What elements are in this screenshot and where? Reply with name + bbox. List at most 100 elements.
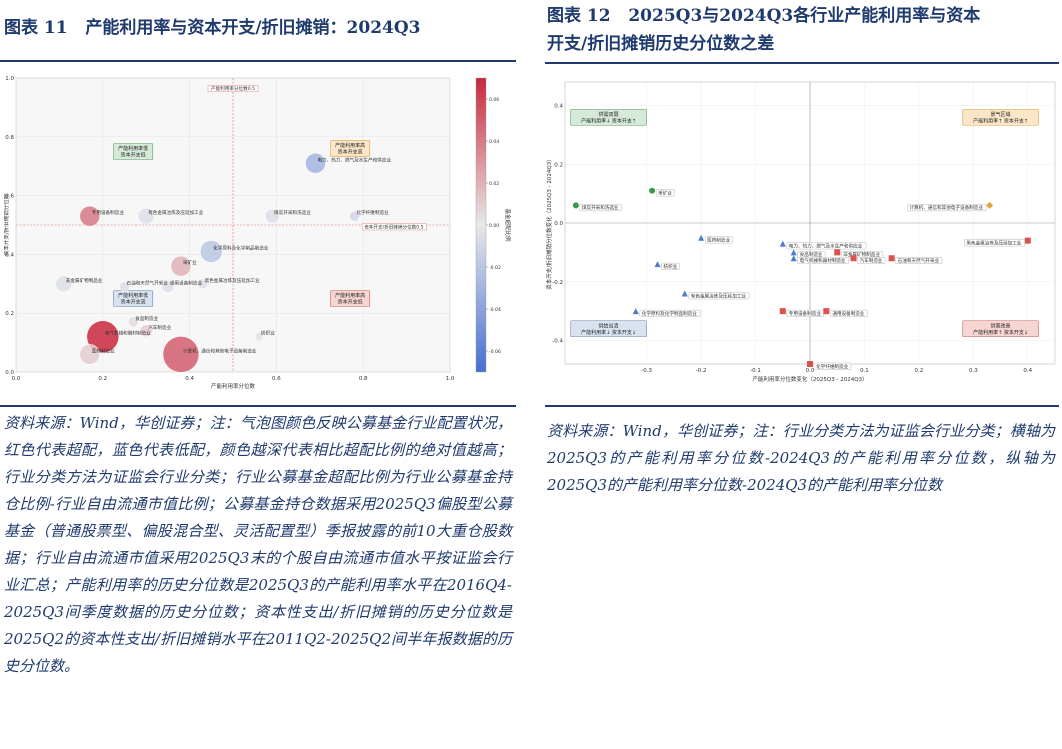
- left-bubble: [127, 316, 139, 328]
- right-y-axis-label: 资本开支/折旧摊销分位数变化（2025Q3 - 2024Q3）: [545, 156, 553, 290]
- left-bubble: [197, 278, 208, 290]
- left-bubble-label: 化学原料及化学制品制造业: [213, 244, 269, 251]
- right-quadrant-label: 供给出清: [599, 322, 619, 329]
- right-point-label-box: [704, 236, 733, 244]
- right-point: [986, 201, 994, 209]
- right-point: [698, 234, 705, 241]
- left-quadrant-label: 产能利用率高: [335, 142, 365, 149]
- left-bubble: [170, 255, 192, 277]
- right-title-rule: [545, 62, 1059, 64]
- left-quadrant-label: 产能利用率低: [118, 292, 148, 299]
- right-quadrant-box: [962, 320, 1039, 338]
- right-point-label: 通用设备制造业: [832, 310, 865, 317]
- left-bubble-label: 通用设备制造业: [170, 280, 203, 287]
- right-point-label-box: [688, 292, 750, 300]
- right-x-tick-label: 0.2: [915, 368, 924, 374]
- right-quadrant-label: 产能利用率↓ 资本开支↓: [581, 329, 636, 336]
- right-point: [632, 308, 639, 315]
- left-bubble: [55, 275, 72, 293]
- right-quadrant-label: 产能利用率↑ 资本开支↑: [973, 117, 1028, 124]
- left-quadrant-label: 产能利用率高: [335, 292, 365, 299]
- right-point-label-box: [907, 204, 987, 212]
- right-point: [1024, 237, 1031, 244]
- left-bubble: [161, 280, 175, 293]
- right-point-label: 采矿业: [658, 189, 672, 196]
- right-x-tick-label: -0.1: [750, 368, 761, 374]
- right-x-axis-label: 产能利用率分位数变化（2025Q3 - 2024Q3）: [752, 375, 867, 383]
- left-x-axis-label: 产能利用率分位数: [211, 382, 256, 390]
- left-colorbar-tick-label: -0.02: [489, 265, 501, 271]
- left-quadrant-box: [330, 290, 371, 307]
- right-point-label: 专用设备制造业: [789, 310, 822, 317]
- right-point-label: 石油和天然气开采业: [898, 257, 940, 264]
- left-y-tick-label: 0.4: [5, 252, 14, 258]
- left-y-tick-label: 0.2: [5, 311, 14, 317]
- left-bubble: [254, 332, 264, 341]
- right-point-label: 计算机、通信和其他电子设备制造业: [909, 204, 983, 211]
- left-ref-y-label: 资本开支/折旧摊销分位数0.5: [364, 223, 423, 230]
- left-footnote: 资料来源：Wind，华创证券；注：气泡图颜色反映公募基金行业配置状况，红色代表超…: [4, 414, 512, 675]
- right-point-label: 纺织业: [664, 263, 678, 270]
- right-point-label: 黑色金属冶炼及压延加工业: [966, 239, 1022, 246]
- left-bubble: [79, 344, 101, 365]
- left-x-tick-label: 0.8: [359, 376, 368, 382]
- left-bubble-label: 纺织业: [261, 330, 275, 337]
- right-point: [572, 202, 579, 209]
- right-point-label: 非金属矿物制品业: [843, 251, 880, 258]
- left-title-rule: [0, 60, 516, 62]
- left-x-tick-label: 0.4: [185, 376, 194, 382]
- right-title-prefix: 图表 12: [547, 6, 611, 26]
- right-point-label-box: [786, 242, 867, 250]
- left-ref-x-label-box: [207, 85, 259, 92]
- right-x-tick-label: 0.3: [969, 368, 978, 374]
- right-point: [654, 261, 661, 268]
- right-quadrant-label: 供需双弱: [599, 111, 619, 118]
- right-x-tick-label: 0.0: [806, 368, 815, 374]
- left-colorbar-tick-label: -0.06: [489, 349, 501, 355]
- left-colorbar-tick-label: -0.04: [489, 307, 501, 313]
- left-bubble-label: 非金属矿物制品业: [66, 277, 103, 284]
- left-bubble-label: 黑色金属冶炼及压延加工业: [205, 277, 261, 284]
- left-y-tick-label: 1.0: [5, 76, 14, 82]
- right-point-label-box: [661, 262, 680, 270]
- left-title-prefix: 图表 11: [4, 18, 68, 38]
- right-chart-title-line1: 图表 12 2025Q3与2024Q3各行业产能利用率与资本: [547, 2, 980, 30]
- right-x-tick-label: -0.3: [641, 368, 652, 374]
- left-colorbar-tick-label: 0.02: [489, 181, 499, 187]
- left-bubble-label: 电气机械和器材制造业: [105, 330, 151, 337]
- right-y-tick-label: 0.0: [554, 221, 563, 227]
- right-point: [649, 187, 656, 194]
- right-quadrant-box: [570, 108, 647, 126]
- right-point-label-box: [964, 239, 1025, 247]
- right-y-tick-label: -0.2: [552, 280, 563, 286]
- left-quadrant-box: [113, 290, 154, 307]
- left-bubble-label: 有色金属冶炼及压延加工业: [148, 209, 204, 216]
- right-chart-title-line2: 开支/折旧摊销历史分位数之差: [547, 34, 775, 54]
- right-point-label-box: [857, 257, 886, 264]
- right-point-label: 电力、热力、燃气及水生产和供应业: [789, 242, 863, 249]
- left-quadrant-box: [330, 140, 371, 157]
- right-point-label-box: [579, 204, 622, 212]
- right-quadrant-label: 供需改善: [991, 322, 1011, 329]
- right-point-label: 化学纤维制造业: [816, 363, 849, 370]
- left-x-tick-label: 0.2: [98, 376, 107, 382]
- left-colorbar-tick-label: 0.06: [489, 97, 499, 103]
- left-x-tick-label: 0.0: [12, 376, 21, 382]
- left-footnote-rule: [0, 405, 516, 407]
- right-point-label: 食品制造业: [800, 251, 823, 258]
- left-bubble-label: 石油和天然气开采业: [127, 280, 169, 287]
- left-bubble-label: 专用设备制造业: [92, 209, 125, 216]
- left-quadrant-label: 资本开支低: [121, 152, 146, 159]
- left-bubble-label: 煤炭开采和洗选业: [274, 209, 311, 216]
- right-point-label-box: [655, 189, 675, 197]
- right-point: [834, 249, 841, 256]
- left-quadrant-label: 资本开支高: [121, 299, 146, 306]
- right-point-label: 化学原料及化学制品制造业: [642, 310, 698, 317]
- left-bubble: [349, 210, 360, 222]
- left-bubble: [139, 324, 153, 338]
- left-bubble: [119, 281, 130, 292]
- left-bubble: [137, 207, 155, 225]
- right-point-label-box: [813, 362, 852, 370]
- left-y-tick-label: 0.0: [5, 370, 14, 376]
- left-bubble: [264, 208, 280, 224]
